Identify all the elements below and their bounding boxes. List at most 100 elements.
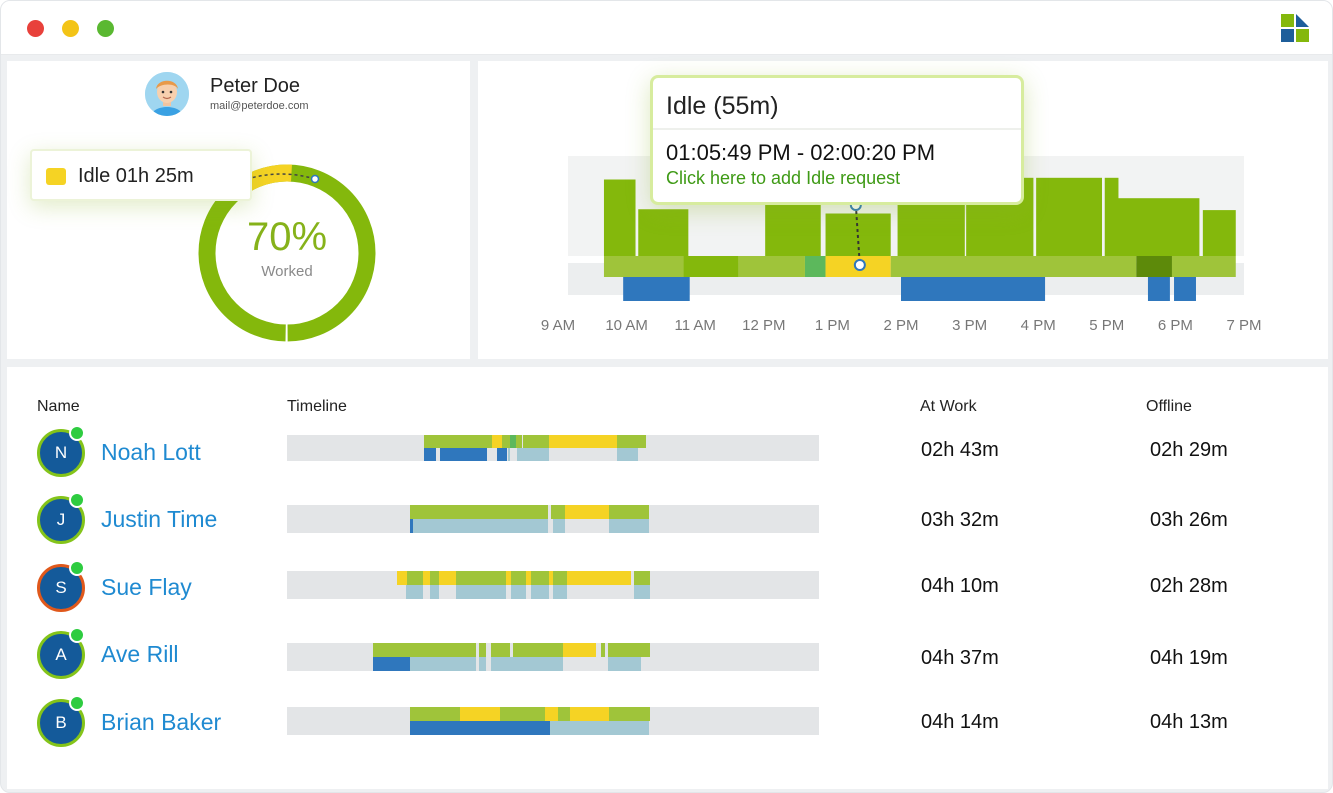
team-row[interactable]: B Brian Baker 04h 14m 04h 13m bbox=[7, 695, 1328, 759]
tooltip-divider bbox=[653, 128, 1021, 130]
timeline-activity-segment bbox=[633, 571, 650, 585]
idle-summary-card[interactable]: Idle 01h 25m bbox=[30, 149, 252, 201]
member-timeline[interactable] bbox=[287, 435, 819, 461]
x-tick-label: 11 AM bbox=[674, 317, 716, 334]
online-status-dot bbox=[69, 425, 85, 441]
at-work-value: 03h 32m bbox=[921, 509, 999, 531]
user-avatar[interactable] bbox=[145, 72, 189, 116]
member-avatar[interactable]: A bbox=[37, 631, 85, 679]
timeline-activity-segment bbox=[409, 505, 548, 519]
timeline-activity-segment bbox=[456, 571, 506, 585]
timeline-presence-segment bbox=[553, 585, 567, 599]
offline-segment bbox=[1147, 277, 1170, 301]
worked-label: Worked bbox=[261, 263, 313, 280]
timeline-activity-segment bbox=[513, 643, 563, 657]
timeline-presence-segment bbox=[549, 721, 570, 735]
activity-bar bbox=[897, 194, 965, 256]
offline-segment bbox=[623, 277, 690, 301]
team-row[interactable]: S Sue Flay 04h 10m 02h 28m bbox=[7, 560, 1328, 624]
x-tick-label: 2 PM bbox=[883, 317, 919, 334]
team-row[interactable]: J Justin Time 03h 32m 03h 26m bbox=[7, 492, 1328, 556]
timeline-activity-segment bbox=[530, 571, 549, 585]
team-panel: Name Timeline At Work Offline N Noah Lott… bbox=[7, 367, 1328, 789]
x-tick-label: 9 AM bbox=[540, 317, 576, 334]
brand-logo-icon bbox=[1281, 14, 1309, 42]
activity-bar bbox=[1104, 177, 1119, 256]
timeline-activity-segment bbox=[499, 707, 546, 721]
timeline-presence-segment bbox=[616, 448, 639, 461]
timeline-presence-segment bbox=[530, 585, 549, 599]
x-tick-label: 7 PM bbox=[1226, 317, 1262, 334]
timeline-presence-segment bbox=[440, 448, 488, 461]
timeline-activity-segment bbox=[607, 643, 650, 657]
at-work-value: 02h 43m bbox=[921, 439, 999, 461]
timeline-presence-segment bbox=[478, 657, 487, 671]
status-segment bbox=[738, 256, 805, 277]
timeline-activity-segment bbox=[523, 435, 550, 448]
member-name-link[interactable]: Ave Rill bbox=[101, 641, 179, 667]
window-close-button[interactable] bbox=[27, 20, 44, 37]
x-tick-label: 6 PM bbox=[1157, 317, 1193, 334]
timeline-presence-segment bbox=[409, 519, 414, 533]
member-timeline[interactable] bbox=[287, 707, 819, 735]
tooltip-time-range: 01:05:49 PM - 02:00:20 PM bbox=[666, 140, 936, 165]
team-row[interactable]: A Ave Rill 04h 37m 04h 19m bbox=[7, 627, 1328, 691]
member-timeline[interactable] bbox=[287, 643, 819, 671]
idle-color-swatch bbox=[46, 168, 66, 185]
timeline-activity-segment bbox=[549, 435, 617, 448]
timeline-activity-segment bbox=[502, 435, 511, 448]
timeline-activity-segment bbox=[505, 571, 511, 585]
member-name-link[interactable]: Brian Baker bbox=[101, 709, 222, 735]
member-name-link[interactable]: Sue Flay bbox=[101, 574, 192, 600]
title-bar bbox=[1, 1, 1332, 55]
timeline-activity-segment bbox=[429, 571, 440, 585]
x-tick-label: 3 PM bbox=[952, 317, 988, 334]
timeline-activity-segment bbox=[490, 643, 511, 657]
timeline-presence-segment bbox=[517, 448, 522, 461]
user-avatar-image bbox=[145, 72, 189, 116]
idle-summary-text: Idle 01h 25m bbox=[78, 165, 194, 187]
member-timeline[interactable] bbox=[287, 571, 819, 599]
offline-value: 03h 26m bbox=[1150, 509, 1228, 531]
add-idle-request-link[interactable]: Click here to add Idle request bbox=[666, 168, 901, 188]
window-minimize-button[interactable] bbox=[62, 20, 79, 37]
timeline-activity-segment bbox=[515, 435, 522, 448]
column-header-timeline[interactable]: Timeline bbox=[287, 398, 347, 415]
timeline-activity-segment bbox=[459, 707, 500, 721]
timeline-presence-segment bbox=[429, 585, 440, 599]
member-timeline[interactable] bbox=[287, 505, 819, 533]
timeline-activity-segment bbox=[558, 707, 571, 721]
timeline-activity-segment bbox=[407, 571, 424, 585]
timeline-presence-segment bbox=[490, 657, 563, 671]
timeline-presence-segment bbox=[456, 585, 506, 599]
team-row[interactable]: N Noah Lott 02h 43m 02h 29m bbox=[7, 425, 1328, 489]
timeline-activity-segment bbox=[510, 571, 527, 585]
timeline-activity-segment bbox=[423, 571, 430, 585]
timeline-activity-segment bbox=[562, 643, 597, 657]
activity-bar bbox=[1202, 210, 1236, 256]
timeline-activity-segment bbox=[548, 571, 553, 585]
timeline-activity-segment bbox=[553, 571, 567, 585]
timeline-presence-segment bbox=[521, 448, 550, 461]
offline-segment bbox=[901, 277, 1046, 301]
timeline-activity-segment bbox=[423, 435, 493, 448]
member-avatar[interactable]: S bbox=[37, 564, 85, 612]
offline-value: 04h 19m bbox=[1150, 647, 1228, 669]
column-header-at-work[interactable]: At Work bbox=[920, 398, 977, 415]
column-header-name[interactable]: Name bbox=[37, 398, 80, 415]
activity-chart-panel: Idle (55m) 01:05:49 PM - 02:00:20 PM Cli… bbox=[478, 61, 1328, 359]
timeline-presence-segment bbox=[633, 585, 650, 599]
status-segment bbox=[683, 256, 739, 277]
column-header-offline[interactable]: Offline bbox=[1146, 398, 1192, 415]
timeline-presence-segment bbox=[570, 721, 610, 735]
window-maximize-button[interactable] bbox=[97, 20, 114, 37]
timeline-presence-segment bbox=[413, 519, 548, 533]
timeline-presence-segment bbox=[510, 585, 527, 599]
timeline-presence-segment bbox=[409, 721, 550, 735]
donut-gap bbox=[198, 164, 376, 342]
member-name-link[interactable]: Noah Lott bbox=[101, 439, 201, 465]
member-name-link[interactable]: Justin Time bbox=[101, 506, 218, 532]
timeline-activity-segment bbox=[608, 505, 649, 519]
timeline-activity-segment bbox=[565, 505, 609, 519]
